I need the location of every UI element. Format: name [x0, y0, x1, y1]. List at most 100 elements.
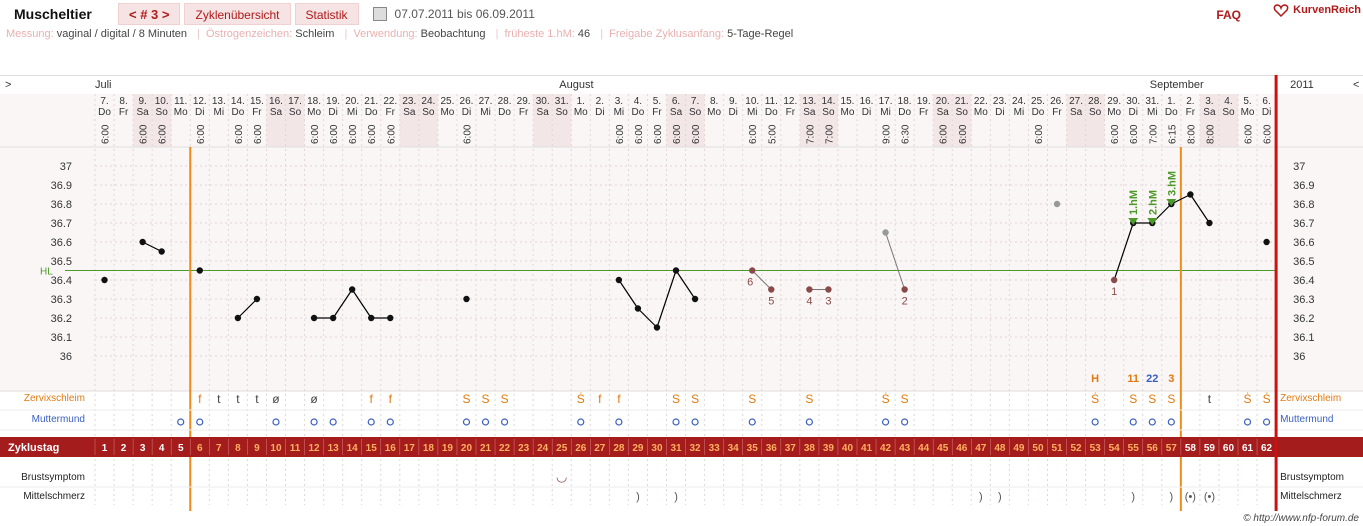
weekday-label: Mo — [841, 107, 855, 118]
zyklustag-number: 5 — [178, 443, 184, 454]
brust-row-label-left: Brustsymptom — [21, 472, 85, 483]
weekend-column — [933, 94, 953, 147]
day-number: 30. — [1126, 96, 1140, 107]
day-number: 10. — [745, 96, 759, 107]
time-label: 6:00 — [1034, 124, 1045, 144]
day-number: 11. — [765, 96, 778, 107]
weekday-label: Mo — [707, 107, 721, 118]
zervix-symbol: S — [901, 392, 909, 406]
time-label: 6:00 — [653, 124, 664, 144]
temperature-point — [310, 314, 318, 322]
temperature-point — [196, 267, 203, 274]
weekday-label: Di — [1128, 107, 1137, 118]
zyklustag-number: 33 — [709, 443, 721, 454]
muttermund-symbol — [615, 418, 623, 426]
cycle-nav-button[interactable]: < # 3 > — [118, 3, 181, 25]
weekday-label: Di — [462, 107, 471, 118]
weekday-label: Sa — [937, 107, 950, 118]
weekday-label: Fr — [1186, 107, 1196, 118]
muttermund-symbol — [481, 418, 490, 426]
day-number: 11. — [174, 96, 187, 107]
day-number: 27. — [479, 96, 493, 107]
weekday-label: Mi — [347, 107, 358, 118]
temperature-point — [329, 314, 337, 322]
day-number: 26. — [460, 96, 474, 107]
y-tick-left: 36.5 — [51, 256, 72, 268]
tab-cycle-overview[interactable]: Zyklenübersicht — [184, 3, 291, 25]
zyklustag-number: 61 — [1242, 443, 1254, 454]
zyklustag-number: 44 — [918, 443, 930, 454]
day-number: 17. — [288, 96, 302, 107]
zyklustag-number: 38 — [804, 443, 816, 454]
day-number: 20. — [936, 96, 950, 107]
y-tick-left: 36 — [60, 351, 72, 363]
temperature-line — [656, 270, 677, 328]
zervix-top-marker: 3 — [1168, 373, 1174, 385]
messung-label: Messung: — [6, 28, 54, 40]
logo[interactable]: KurvenReich — [1273, 2, 1361, 18]
zyklustag-number: 57 — [1166, 443, 1178, 454]
zyklustag-number: 10 — [270, 443, 282, 454]
zyklustag-number: 51 — [1051, 443, 1063, 454]
day-number: 16. — [860, 96, 874, 107]
temperature-point — [253, 295, 261, 303]
excluded-line — [751, 270, 772, 290]
mittel-row-label-left: Mittelschmerz — [23, 491, 85, 502]
zyklustag-number: 7 — [216, 443, 222, 454]
muttermund-row-label-left: Muttermund — [32, 414, 85, 425]
zyklustag-number: 9 — [254, 443, 260, 454]
muttermund-symbol — [367, 418, 375, 426]
zyklustag-number: 40 — [842, 443, 854, 454]
weekday-label: Sa — [137, 107, 150, 118]
freigabe-label: Freigabe Zyklusanfang: — [609, 28, 725, 40]
zyklustag-label: Zyklustag — [8, 442, 59, 454]
temperature-line — [1171, 193, 1191, 205]
zyklustag-number: 4 — [159, 443, 165, 454]
verwendung-label: Verwendung: — [353, 28, 418, 40]
time-label: 6:00 — [101, 124, 112, 144]
muttermund-symbol — [672, 418, 680, 426]
weekday-label: Di — [728, 107, 737, 118]
time-label: 8:00 — [1205, 124, 1216, 144]
weekend-column — [1218, 94, 1238, 147]
nav-right-arrow[interactable]: < — [1353, 79, 1359, 91]
oestrogen-value: Schleim — [295, 28, 335, 40]
zyklustag-number: 59 — [1204, 443, 1216, 454]
zervix-symbol: f — [389, 392, 393, 406]
printer-icon[interactable] — [372, 7, 387, 21]
weekday-label: Fr — [119, 107, 129, 118]
faq-link[interactable]: FAQ — [1216, 8, 1241, 22]
zervix-symbol: Ṡ — [1244, 392, 1252, 406]
zyklustag-number: 54 — [1109, 443, 1121, 454]
nav-left-arrow[interactable]: > — [5, 79, 11, 91]
muttermund-symbol — [805, 418, 813, 426]
zervix-symbol: S — [805, 392, 813, 406]
time-label: 9:00 — [882, 124, 893, 144]
weekday-label: Mo — [574, 107, 588, 118]
weekday-label: Sa — [537, 107, 550, 118]
zyklustag-number: 60 — [1223, 443, 1235, 454]
zyklustag-number: 1 — [102, 443, 108, 454]
y-tick-right: 36.3 — [1293, 294, 1314, 306]
zyklustag-number: 50 — [1032, 443, 1044, 454]
weekday-label: Fr — [919, 107, 929, 118]
hm-label: 3.hM — [1166, 171, 1178, 196]
zyklustag-bar — [0, 437, 1363, 457]
weekday-label: So — [1222, 107, 1235, 118]
tab-statistics[interactable]: Statistik — [294, 3, 359, 25]
day-number: 2. — [1186, 96, 1194, 107]
page-title: Muscheltier — [14, 6, 92, 22]
weekday-label: Do — [1165, 107, 1178, 118]
weekday-label: Do — [231, 107, 244, 118]
y-tick-right: 36.8 — [1293, 199, 1314, 211]
mittel-symbol: ) — [1131, 491, 1135, 503]
time-label: 6:00 — [672, 124, 683, 144]
coverline-label: HL — [40, 267, 53, 278]
zervix-symbol: t — [1208, 392, 1212, 406]
day-number: 27. — [1069, 96, 1083, 107]
date-range: 07.07.2011 bis 06.09.2011 — [394, 7, 535, 21]
mittel-symbol: (•) — [1185, 491, 1196, 503]
day-number: 22. — [383, 96, 397, 107]
zyklustag-number: 36 — [766, 443, 778, 454]
zervix-symbol: ø — [310, 392, 318, 406]
